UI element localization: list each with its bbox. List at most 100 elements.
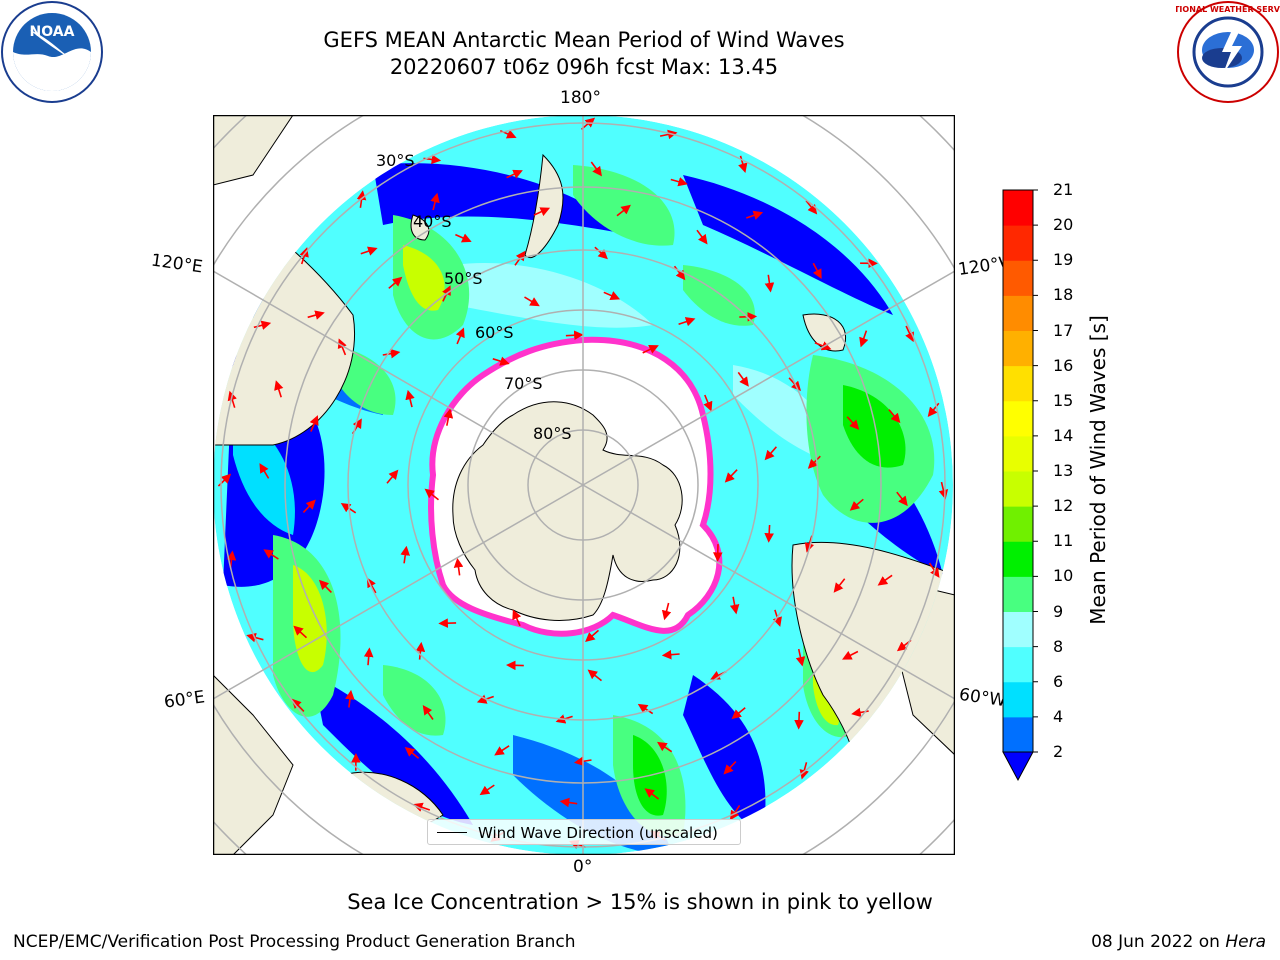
colorbar-band xyxy=(1003,400,1033,437)
wave-direction-arrow xyxy=(657,741,673,753)
wave-direction-arrow xyxy=(673,265,686,281)
footer-host: Hera xyxy=(1225,932,1266,952)
wave-direction-arrow xyxy=(794,711,804,730)
lat-label-40s: 40°S xyxy=(413,212,452,231)
map-border xyxy=(213,115,955,855)
wave-direction-arrow xyxy=(661,602,672,621)
wave-direction-arrow xyxy=(795,648,806,667)
lat-label-50s: 50°S xyxy=(444,269,483,288)
wave-direction-arrow xyxy=(851,707,869,718)
colorbar-tick-label: 2 xyxy=(1053,742,1064,761)
wave-direction-arrow xyxy=(603,291,621,300)
wave-direction-arrow xyxy=(291,698,305,712)
colorbar-tick-label: 8 xyxy=(1053,636,1064,656)
wave-direction-arrow xyxy=(846,416,860,430)
wave-direction-arrow xyxy=(309,415,319,432)
wave-direction-arrow xyxy=(253,320,272,330)
wave-direction-arrow xyxy=(514,250,526,266)
wave-direction-arrow xyxy=(565,330,584,341)
wave-direction-arrow xyxy=(594,246,608,260)
wave-direction-arrow xyxy=(412,802,431,812)
colorbar-bands xyxy=(1002,189,1034,753)
colorbar-tick-label: 11 xyxy=(1053,531,1074,551)
wave-direction-arrow xyxy=(772,609,782,627)
wave-direction-arrow xyxy=(356,190,367,208)
wave-direction-arrow xyxy=(443,408,454,426)
wave-direction-arrow xyxy=(585,629,600,643)
footer-date-text: 08 Jun 2022 on xyxy=(1091,932,1226,952)
colorbar-title: Mean Period of Wind Waves [s] xyxy=(1086,315,1110,625)
colorbar-tick-label: 21 xyxy=(1053,180,1074,199)
wave-direction-arrow xyxy=(479,784,495,796)
lat-label-60s: 60°S xyxy=(475,323,514,342)
wave-direction-arrow xyxy=(616,204,631,217)
wave-direction-arrow xyxy=(696,229,708,245)
sea-ice-note: Sea Ice Concentration > 15% is shown in … xyxy=(347,890,933,914)
colorbar-band xyxy=(1003,330,1033,367)
wave-direction-arrow xyxy=(274,380,284,398)
antarctica xyxy=(452,401,683,621)
wave-direction-arrow xyxy=(404,746,420,759)
colorbar-band xyxy=(1003,365,1033,402)
footer-credit: NCEP/EMC/Verification Post Processing Pr… xyxy=(13,932,576,952)
wave-direction-arrow xyxy=(217,473,232,487)
colorbar-band xyxy=(1003,225,1033,261)
wave-direction-arrow xyxy=(363,647,374,666)
wave-direction-arrow xyxy=(804,535,815,553)
wave-direction-arrow xyxy=(263,549,279,560)
colorbar-tick-label: 13 xyxy=(1053,461,1074,480)
colorbar-tick-label: 4 xyxy=(1053,706,1064,726)
wave-direction-arrow xyxy=(938,481,949,500)
colorbar-band xyxy=(1003,646,1033,683)
wave-direction-arrow xyxy=(927,402,940,418)
colorbar-band xyxy=(1003,506,1033,542)
wave-direction-arrow xyxy=(764,524,774,543)
nws-logo-text: NATIONAL WEATHER SERVICE xyxy=(1176,5,1280,14)
wave-direction-arrow xyxy=(455,327,465,345)
colorbar-tick-label: 6 xyxy=(1053,671,1064,691)
wave-direction-arrow xyxy=(812,262,822,279)
wave-direction-arrow xyxy=(246,632,264,643)
wave-direction-arrow xyxy=(877,574,893,586)
wave-direction-arrow xyxy=(422,704,434,720)
colorbar-band xyxy=(1003,611,1033,648)
lat-label-70s: 70°S xyxy=(504,374,543,393)
wave-direction-arrow xyxy=(642,345,659,354)
wave-direction-arrow xyxy=(494,745,510,756)
wave-direction-arrow xyxy=(559,797,578,808)
map-gridlines xyxy=(213,115,955,855)
wave-direction-arrow xyxy=(492,356,510,366)
chart-subtitle: 20220607 t06z 096h fcst Max: 13.45 xyxy=(389,55,779,79)
wave-direction-arrow xyxy=(807,455,821,469)
colorbar-band xyxy=(1003,576,1033,612)
wave-direction-arrow xyxy=(723,761,737,775)
wave-direction-arrow xyxy=(738,155,748,174)
wave-direction-arrow xyxy=(307,310,325,320)
colorbar-band xyxy=(1003,471,1033,507)
wave-direction-arrow xyxy=(524,296,540,307)
colorbar-tick-label: 12 xyxy=(1053,496,1074,516)
wave-direction-arrow xyxy=(506,169,523,179)
map-legend: Wind Wave Direction (unscaled) xyxy=(427,819,741,845)
colorbar-band xyxy=(1003,295,1033,331)
wave-direction-arrow xyxy=(360,246,378,256)
wave-direction-arrow xyxy=(405,389,415,408)
lon-label-lower-left: 60°E xyxy=(162,687,207,713)
colorbar-band xyxy=(1003,716,1033,753)
lon-label-bottom: 0° xyxy=(573,857,593,877)
wave-direction-arrow xyxy=(859,330,869,348)
wave-direction-arrow xyxy=(453,557,464,576)
colorbar-tick-label: 9 xyxy=(1053,601,1064,621)
wave-direction-arrow xyxy=(739,311,758,322)
colorbar-under-triangle xyxy=(1002,751,1034,782)
wave-direction-arrow xyxy=(678,317,696,327)
wave-direction-arrow xyxy=(670,177,688,187)
wave-direction-arrow xyxy=(764,446,778,461)
wave-direction-arrow xyxy=(386,469,399,484)
wave-direction-arrow xyxy=(533,207,551,217)
colorbar-tick-label: 10 xyxy=(1053,566,1074,586)
wave-direction-arrow xyxy=(746,210,764,220)
wave-direction-arrow xyxy=(731,707,746,720)
lat-label-80s: 80°S xyxy=(533,424,572,443)
wave-direction-arrow xyxy=(587,669,602,682)
